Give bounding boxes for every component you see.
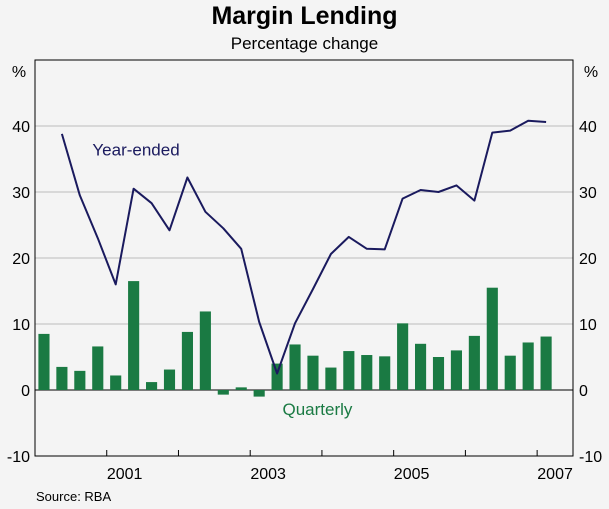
quarterly-bar <box>450 350 462 390</box>
y-tick-label-right: 40 <box>579 119 597 136</box>
quarterly-bar <box>522 342 534 390</box>
y-tick-label-left: 30 <box>12 185 30 202</box>
quarterly-bar <box>325 367 337 390</box>
quarterly-bar <box>217 390 229 395</box>
quarterly-bar <box>432 357 445 390</box>
y-tick-label-left: 40 <box>12 119 30 136</box>
quarterly-bar <box>486 287 498 390</box>
plot-frame <box>34 59 574 457</box>
quarterly-bar <box>74 370 86 390</box>
x-tick-label: 2007 <box>537 466 573 483</box>
quarterly-bar <box>289 344 301 390</box>
chart-title: Margin Lending <box>211 2 398 30</box>
quarterly-bar <box>146 382 158 390</box>
y-tick-label-right: 0 <box>579 383 588 400</box>
quarterly-bar <box>379 356 391 390</box>
x-tick-label: 2003 <box>250 466 286 483</box>
quarterly-bar <box>199 311 211 390</box>
quarterly-bar <box>253 390 265 397</box>
y-tick-label-left: 20 <box>12 251 30 268</box>
x-tick-label: 2005 <box>394 466 430 483</box>
y-tick-label-left: -10 <box>7 449 30 466</box>
x-tick-label: 2001 <box>107 466 143 483</box>
quarterly-bar <box>343 351 355 390</box>
quarterly-bar <box>504 355 516 390</box>
series-label-quarterly: Quarterly <box>282 400 352 419</box>
y-tick-label-left: 10 <box>12 317 30 334</box>
y-tick-label-left: 0 <box>21 383 30 400</box>
quarterly-bar <box>163 369 176 390</box>
y-tick-label-right: 10 <box>579 317 597 334</box>
y-tick-label-right: -10 <box>579 449 602 466</box>
quarterly-bar <box>540 336 552 390</box>
quarterly-bar <box>397 323 409 390</box>
source-note: Source: RBA <box>36 489 112 504</box>
y-unit-right: % <box>584 64 598 81</box>
quarterly-bar <box>92 346 104 390</box>
quarterly-bar <box>235 387 247 390</box>
quarterly-bar <box>110 375 122 390</box>
quarterly-bar <box>415 343 427 390</box>
quarterly-bar <box>468 335 480 390</box>
quarterly-bar <box>361 355 373 390</box>
quarterly-bar <box>181 331 193 390</box>
y-tick-label-right: 30 <box>579 185 597 202</box>
quarterly-bar <box>38 333 50 390</box>
quarterly-bar <box>128 281 140 390</box>
y-tick-label-right: 20 <box>579 251 597 268</box>
quarterly-bar <box>56 366 68 390</box>
y-unit-left: % <box>12 64 26 81</box>
quarterly-bar <box>307 355 319 390</box>
year-ended-line <box>60 119 547 375</box>
chart-subtitle: Percentage change <box>230 34 379 53</box>
quarterly-bar <box>271 363 283 390</box>
series-label-year-ended: Year-ended <box>92 141 179 160</box>
